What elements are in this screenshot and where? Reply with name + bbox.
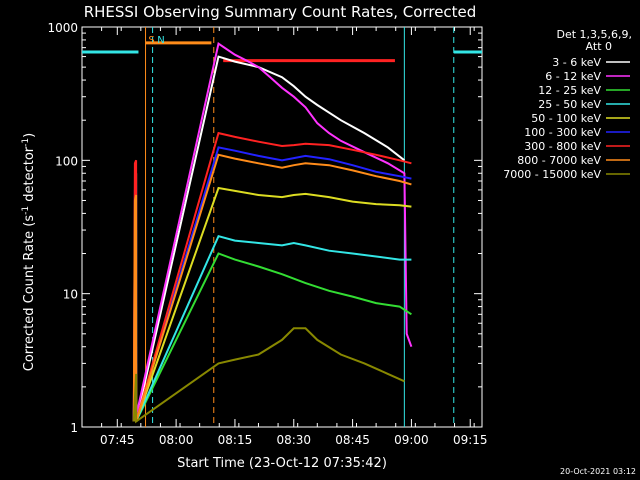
legend-entry-label: 7000 - 15000 keV xyxy=(503,168,601,181)
plot-frame xyxy=(81,26,483,428)
x-tick-label: 09:00 xyxy=(394,433,429,447)
legend-entry-label: 3 - 6 keV xyxy=(552,56,601,69)
legend-entry-label: 12 - 25 keV xyxy=(538,84,601,97)
series-line xyxy=(132,153,412,422)
legend-entry-label: 50 - 100 keV xyxy=(531,112,601,125)
y-tick-label: 1 xyxy=(70,421,78,435)
y-axis-label-main: Corrected Count Rate (s xyxy=(22,215,37,372)
y-axis-label-sup1: -1 xyxy=(21,206,31,215)
y-tick-label: 10 xyxy=(63,288,78,302)
y-axis-label-mid: detector xyxy=(22,146,37,206)
series-line xyxy=(132,327,405,424)
legend-entry-label: 100 - 300 keV xyxy=(524,126,601,139)
y-tick-label: 100 xyxy=(55,154,78,168)
series-lines xyxy=(132,42,413,424)
footer-date: 20-Oct-2021 03:12 xyxy=(560,467,636,476)
x-axis-label: Start Time (23-Oct-12 07:35:42) xyxy=(177,456,387,471)
x-tick-label: 09:15 xyxy=(453,433,488,447)
x-tick-label: 08:00 xyxy=(159,433,194,447)
legend-entry-label: 6 - 12 keV xyxy=(545,70,601,83)
legend-entry-label: 25 - 50 keV xyxy=(538,98,601,111)
y-axis-label-end: ) xyxy=(22,133,37,138)
plot-area xyxy=(81,26,483,428)
legend-entry-label: 300 - 800 keV xyxy=(524,140,601,153)
x-axis: 07:45 08:00 08:15 08:30 08:45 09:00 09:15 xyxy=(81,27,488,447)
x-tick-label: 08:30 xyxy=(276,433,311,447)
chart-title: RHESSI Observing Summary Count Rates, Co… xyxy=(84,3,477,21)
y-axis-label-sup2: -1 xyxy=(21,138,31,147)
series-line xyxy=(132,186,412,422)
y-axis: 1 10 100 1000 xyxy=(47,21,482,435)
y-axis-label: Corrected Count Rate (s-1 detector-1) xyxy=(21,133,37,371)
marker-label: N xyxy=(157,35,164,46)
legend-header-line1: Det 1,3,5,6,9, xyxy=(556,28,632,41)
x-tick-label: 08:45 xyxy=(335,433,370,447)
series-line xyxy=(132,42,413,417)
x-tick-label: 08:15 xyxy=(218,433,253,447)
y-tick-label: 1000 xyxy=(47,21,78,35)
flag-bars xyxy=(82,41,482,63)
legend-entry-label: 800 - 7000 keV xyxy=(517,154,601,167)
marker-label: S xyxy=(148,35,154,46)
legend-header-line2: Att 0 xyxy=(586,40,612,53)
x-tick-label: 07:45 xyxy=(100,433,135,447)
